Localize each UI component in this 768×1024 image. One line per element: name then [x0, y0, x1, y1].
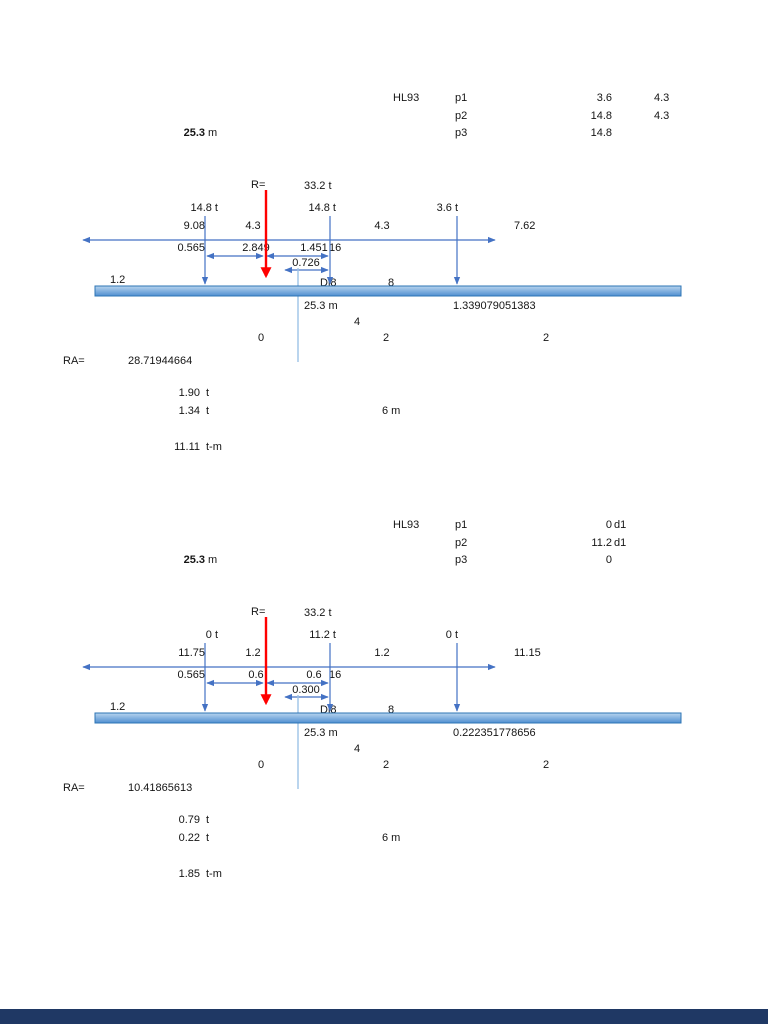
result-2-value: 1.34	[178, 405, 200, 417]
reaction-value: 28.71944664	[128, 355, 193, 367]
param-label-p3: p3	[455, 554, 468, 566]
param-dist-p1: 4.3	[654, 92, 670, 104]
result-length: 6 m	[382, 832, 401, 844]
result-2-value: 0.22	[178, 832, 200, 844]
axle-load-1: 14.8 t	[190, 202, 218, 214]
bottom-value-1: 2	[383, 759, 390, 771]
reaction-label: RA=	[63, 782, 85, 794]
mid-cell-value: 4	[354, 316, 361, 328]
beam-text-right: 8	[388, 704, 395, 716]
load-case-2: HL93 p1 0 d1 p2 11.2 d1 p3 0 25.3 m R= 3…	[0, 427, 768, 887]
span-length-unit: m	[208, 127, 218, 139]
dim-mid-1: 0.565	[177, 242, 205, 254]
dim-small: 0.726	[292, 257, 320, 269]
beam-span-label: 25.3 m	[304, 300, 338, 312]
result-1-value: 0.79	[178, 814, 200, 826]
influence-value: 0.222351778656	[453, 727, 536, 739]
dim-mid-2: 0.6	[248, 669, 264, 681]
axle-load-2: 14.8 t	[308, 202, 336, 214]
param-value-p1: 3.6	[596, 92, 612, 104]
result-1-unit: t	[206, 814, 210, 826]
bottom-value-0: 0	[258, 332, 265, 344]
param-value-p2: 14.8	[590, 110, 612, 122]
bottom-value-2: 2	[543, 332, 550, 344]
dim-mid-4: 16	[329, 669, 342, 681]
mid-cell-value: 4	[354, 743, 361, 755]
resultant-value: 33.2 t	[304, 180, 332, 192]
moment-unit: t-m	[206, 441, 222, 453]
span-length-value: 25.3	[183, 127, 205, 139]
param-dist-p2: 4.3	[654, 110, 670, 122]
param-label-p3: p3	[455, 127, 468, 139]
influence-value: 1.339079051383	[453, 300, 536, 312]
reaction-label: RA=	[63, 355, 85, 367]
dim-mid-1: 0.565	[177, 669, 205, 681]
result-2-unit: t	[206, 405, 210, 417]
moment-unit: t-m	[206, 868, 222, 880]
dim-spacing-2: 4.3	[374, 220, 390, 232]
bottom-value-2: 2	[543, 759, 550, 771]
dim-mid-3: 0.6	[306, 669, 322, 681]
resultant-value: 33.2 t	[304, 607, 332, 619]
param-dist-p2: d1	[614, 537, 627, 549]
dim-mid-4: 16	[329, 242, 342, 254]
param-label-p2: p2	[455, 537, 468, 549]
dim-spacing-1: 1.2	[245, 647, 261, 659]
axle-load-3: 3.6 t	[436, 202, 458, 214]
reaction-value: 10.41865613	[128, 782, 193, 794]
dim-mid-3: 1.451	[300, 242, 328, 254]
dim-spacing-2: 1.2	[374, 647, 390, 659]
beam-text-left: Di8	[320, 704, 337, 716]
axle-load-1: 0 t	[205, 629, 218, 641]
beam-text-left: Di8	[320, 277, 337, 289]
beam-span-label: 25.3 m	[304, 727, 338, 739]
resultant-label: R=	[251, 179, 266, 191]
overhang-dim: 1.2	[110, 274, 126, 286]
load-case-1: HL93 p1 3.6 4.3 p2 14.8 4.3 p3 14.8 25.3…	[0, 0, 768, 460]
param-value-p2: 11.2	[591, 537, 612, 549]
dim-left: 9.08	[183, 220, 205, 232]
param-label-p1: p1	[455, 519, 468, 531]
param-label-p1: p1	[455, 92, 468, 104]
result-2-unit: t	[206, 832, 210, 844]
dim-mid-2: 2.849	[242, 242, 270, 254]
result-length: 6 m	[382, 405, 401, 417]
moment-value: 1.85	[178, 868, 200, 880]
result-1-value: 1.90	[178, 387, 200, 399]
span-length-value: 25.3	[183, 554, 205, 566]
param-label-p2: p2	[455, 110, 468, 122]
param-value-p3: 14.8	[590, 127, 612, 139]
span-length-unit: m	[208, 554, 218, 566]
taskbar[interactable]	[0, 1009, 768, 1024]
case-code: HL93	[393, 92, 420, 104]
dim-right: 11.15	[514, 647, 541, 659]
bottom-value-1: 2	[383, 332, 390, 344]
moment-value: 11.11	[174, 441, 200, 453]
bottom-value-0: 0	[258, 759, 265, 771]
axle-load-3: 0 t	[445, 629, 458, 641]
beam-text-right: 8	[388, 277, 395, 289]
resultant-label: R=	[251, 606, 266, 618]
dim-right: 7.62	[514, 220, 536, 232]
dim-spacing-1: 4.3	[245, 220, 261, 232]
case-code: HL93	[393, 519, 420, 531]
dim-small: 0.300	[292, 684, 320, 696]
dim-left: 11.75	[178, 647, 205, 659]
param-value-p3: 0	[605, 554, 612, 566]
result-1-unit: t	[206, 387, 210, 399]
overhang-dim: 1.2	[110, 701, 126, 713]
param-dist-p1: d1	[614, 519, 627, 531]
param-value-p1: 0	[605, 519, 612, 531]
axle-load-2: 11.2 t	[309, 629, 336, 641]
